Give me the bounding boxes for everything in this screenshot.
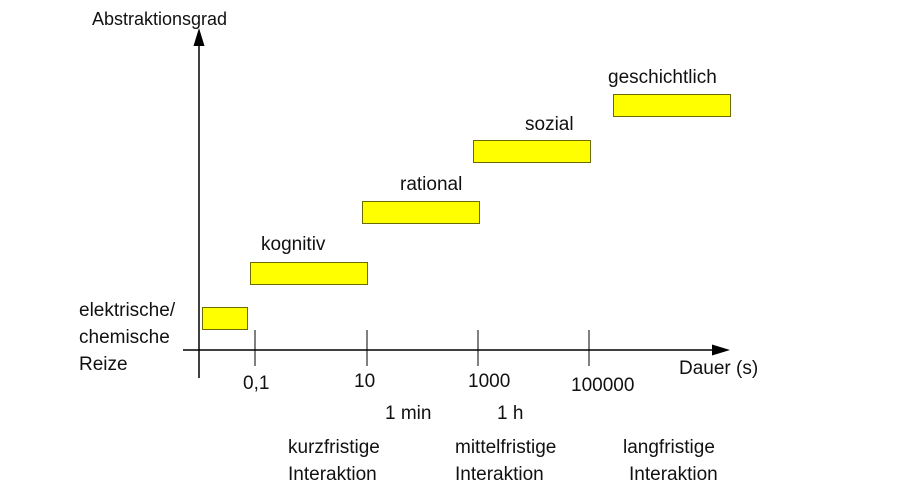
x-axis-arrowhead xyxy=(712,344,730,356)
interaction-short: kurzfristige Interaktion xyxy=(288,434,380,488)
level-label-geschichtlich: geschichtlich xyxy=(608,67,717,88)
x-tick-label-1: 10 xyxy=(354,371,376,392)
interaction-long-line-1: langfristige xyxy=(623,437,715,458)
y-axis-arrowhead xyxy=(193,28,205,46)
interaction-short-line-2: Interaktion xyxy=(288,464,377,485)
bar-sozial xyxy=(473,140,591,163)
level-label-kognitiv: kognitiv xyxy=(261,234,326,255)
time-mark-1-h: 1 h xyxy=(497,403,524,424)
bar-reize xyxy=(202,307,248,330)
y-axis-title: Abstraktionsgrad xyxy=(92,9,228,29)
x-axis-title: Dauer (s) xyxy=(679,358,759,379)
interaction-long-line-2: Interaktion xyxy=(629,464,718,485)
interaction-short-line-1: kurzfristige xyxy=(288,437,380,458)
time-mark-1-min: 1 min xyxy=(385,403,432,424)
interaction-medium: mittelfristige Interaktion xyxy=(455,434,556,488)
bar-geschichtlich xyxy=(613,94,731,117)
level-label-reize-line-3: Reize xyxy=(79,354,128,375)
bar-kognitiv xyxy=(250,262,368,285)
interaction-long: langfristige Interaktion xyxy=(623,434,718,488)
bar-rational xyxy=(362,201,480,224)
level-label-reize-line-2: chemische xyxy=(79,327,170,348)
interaction-medium-line-2: Interaktion xyxy=(455,464,544,485)
x-tick-label-2: 1000 xyxy=(468,371,511,392)
level-label-reize-line-1: elektrische/ xyxy=(79,300,176,321)
x-tick-label-3: 100000 xyxy=(571,375,635,396)
level-label-rational: rational xyxy=(400,174,463,195)
interaction-medium-line-1: mittelfristige xyxy=(455,437,557,458)
level-label-sozial: sozial xyxy=(525,114,574,135)
level-label-reize: elektrische/ chemische Reize xyxy=(79,297,175,378)
x-tick-label-0: 0,1 xyxy=(243,373,270,394)
